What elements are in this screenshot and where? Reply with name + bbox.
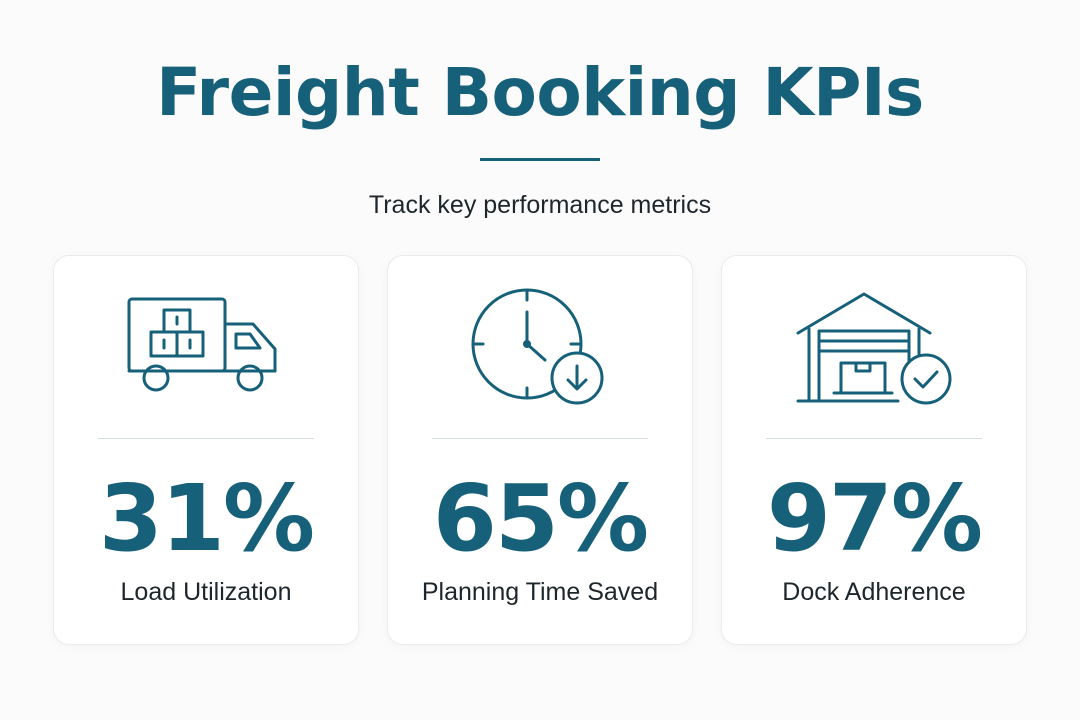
kpi-value: 65%: [432, 465, 649, 572]
kpi-label: Planning Time Saved: [421, 578, 659, 606]
page-subtitle: Track key performance metrics: [368, 191, 712, 219]
delivery-truck-icon: [54, 284, 358, 414]
warehouse-check-icon: [722, 284, 1026, 414]
title-underline: [480, 158, 600, 161]
card-divider: [766, 438, 982, 439]
kpi-card-planning-time-saved: 65% Planning Time Saved: [387, 255, 693, 645]
kpi-label: Load Utilization: [120, 578, 292, 606]
clock-download-icon: [388, 284, 692, 414]
kpi-card-dock-adherence: 97% Dock Adherence: [721, 255, 1027, 645]
card-divider: [432, 438, 648, 439]
kpi-label: Dock Adherence: [782, 578, 966, 606]
kpi-value: 97%: [766, 465, 983, 572]
kpi-value: 31%: [98, 465, 315, 572]
page-title: Freight Booking KPIs: [156, 54, 924, 131]
card-divider: [98, 438, 314, 439]
kpi-card-load-utilization: 31% Load Utilization: [53, 255, 359, 645]
